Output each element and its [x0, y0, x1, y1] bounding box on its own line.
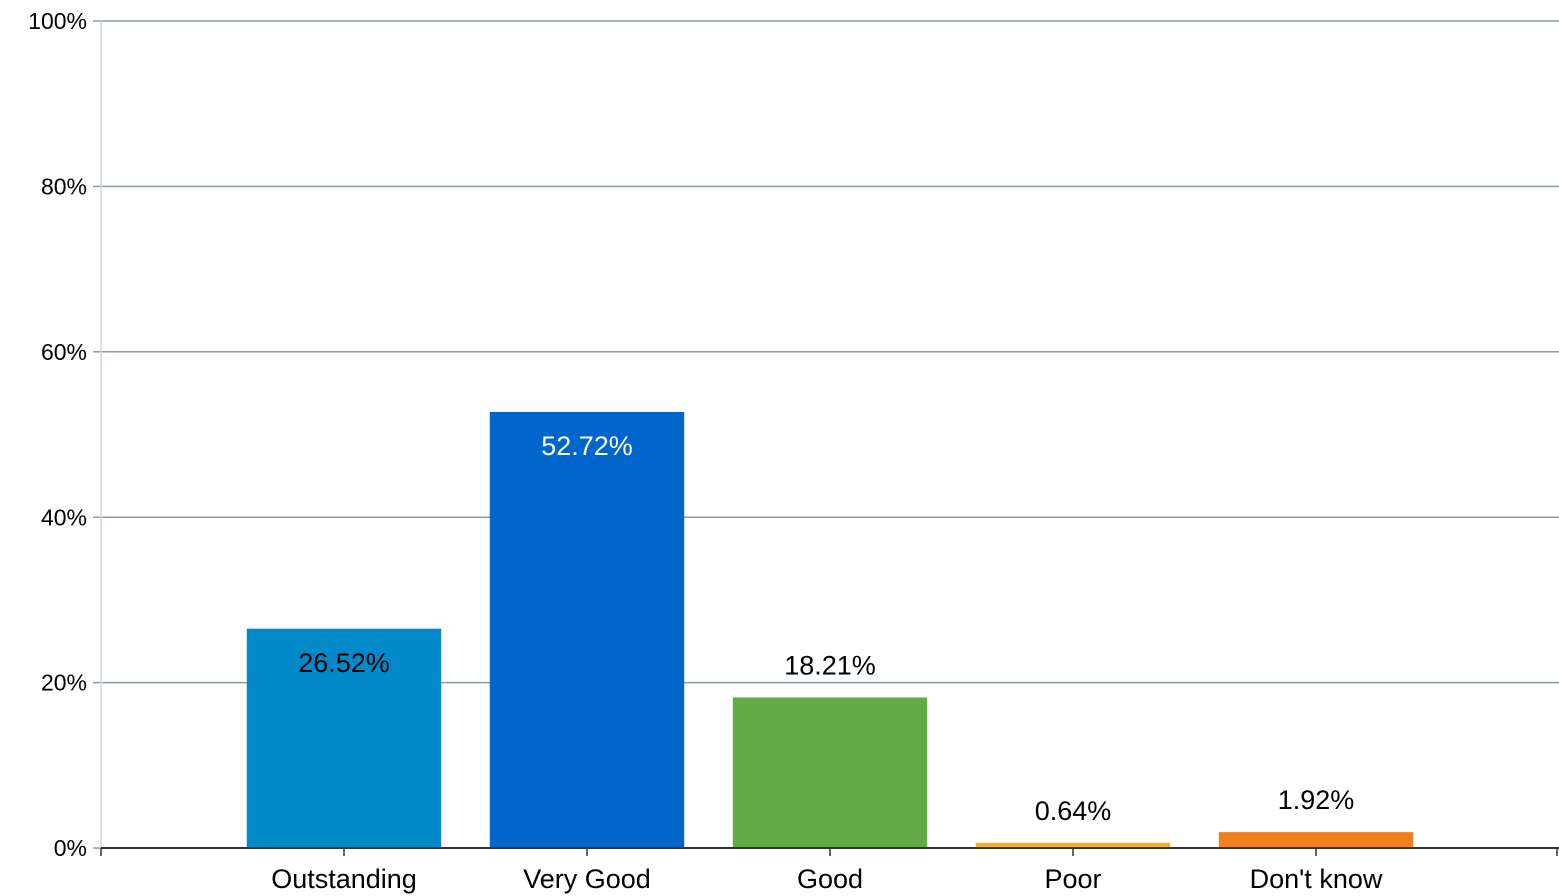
y-tick-label: 0%: [54, 835, 87, 861]
value-label: 26.52%: [298, 648, 390, 678]
x-tick-label: Don't know: [1250, 864, 1383, 894]
y-tick-label: 60%: [41, 339, 87, 365]
bar: [1218, 832, 1414, 848]
value-label: 1.92%: [1278, 785, 1355, 815]
bar: [489, 412, 685, 848]
x-tick-label: Poor: [1044, 864, 1101, 894]
bar: [732, 697, 928, 848]
value-label: 52.72%: [541, 431, 633, 461]
bar: [246, 628, 442, 848]
bar: [975, 842, 1171, 848]
value-label: 18.21%: [784, 651, 876, 681]
y-tick-label: 40%: [41, 504, 87, 530]
y-tick-label: 80%: [41, 173, 87, 199]
x-tick-label: Good: [797, 864, 863, 894]
x-tick-label: Very Good: [523, 864, 651, 894]
value-label: 0.64%: [1035, 796, 1112, 826]
y-tick-label: 100%: [28, 8, 87, 34]
x-tick-label: Outstanding: [271, 864, 417, 894]
y-tick-label: 20%: [41, 670, 87, 696]
